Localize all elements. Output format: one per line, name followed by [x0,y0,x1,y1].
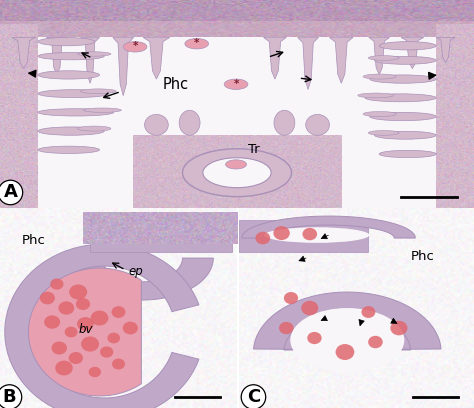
Ellipse shape [363,111,396,117]
Ellipse shape [379,42,436,50]
Circle shape [89,367,101,377]
Ellipse shape [81,89,116,94]
Circle shape [307,332,322,344]
Ellipse shape [370,112,436,121]
Polygon shape [298,38,319,89]
Ellipse shape [363,74,396,79]
Text: B: B [3,388,16,406]
Circle shape [123,322,138,335]
Circle shape [91,310,109,326]
Polygon shape [436,38,455,62]
Circle shape [55,361,73,375]
FancyBboxPatch shape [239,220,368,252]
Ellipse shape [38,53,104,60]
Polygon shape [264,38,286,79]
Ellipse shape [358,93,393,98]
Circle shape [77,317,93,331]
Ellipse shape [365,94,436,102]
Polygon shape [5,244,199,408]
Circle shape [69,284,87,299]
Ellipse shape [368,55,399,60]
Circle shape [284,292,298,304]
Circle shape [336,344,355,360]
Circle shape [52,341,67,355]
Circle shape [301,301,319,315]
Circle shape [302,228,317,240]
Ellipse shape [38,127,104,135]
Circle shape [111,306,126,318]
Ellipse shape [374,56,436,64]
Circle shape [182,149,292,197]
Circle shape [390,321,408,335]
Polygon shape [113,38,134,96]
Text: *: * [132,41,138,51]
Polygon shape [329,38,353,83]
Ellipse shape [370,75,436,83]
Polygon shape [369,38,390,75]
Polygon shape [71,258,213,300]
Circle shape [69,352,83,364]
Ellipse shape [290,308,404,372]
Circle shape [81,337,99,352]
Circle shape [203,158,271,188]
Circle shape [226,160,246,169]
Ellipse shape [274,110,295,135]
Circle shape [44,315,60,329]
Circle shape [108,333,120,344]
Ellipse shape [306,115,329,135]
Polygon shape [90,232,232,252]
Polygon shape [143,38,170,79]
Circle shape [112,359,125,370]
Ellipse shape [179,110,200,135]
Ellipse shape [78,126,111,131]
Circle shape [58,302,74,315]
Circle shape [50,278,64,290]
Text: Phc: Phc [162,78,189,93]
Polygon shape [242,216,415,238]
Ellipse shape [374,131,436,139]
Text: bv: bv [78,323,93,336]
Circle shape [40,292,55,304]
Text: A: A [3,184,18,202]
Circle shape [224,79,248,89]
Circle shape [368,336,383,348]
Circle shape [64,327,78,337]
Ellipse shape [38,90,109,98]
Text: *: * [194,38,200,48]
Text: Tr: Tr [248,143,259,156]
Circle shape [273,226,290,240]
Ellipse shape [38,109,114,116]
Circle shape [255,232,270,244]
Text: ep: ep [128,265,143,278]
Polygon shape [46,38,67,75]
Text: Phc: Phc [410,250,434,263]
Circle shape [76,298,90,310]
Ellipse shape [38,71,100,79]
Circle shape [123,42,147,52]
Polygon shape [254,292,441,350]
Ellipse shape [38,146,100,153]
Polygon shape [12,38,36,69]
Ellipse shape [78,52,111,56]
Ellipse shape [379,150,436,157]
Polygon shape [401,38,424,69]
Text: Phc: Phc [21,234,45,247]
Polygon shape [28,268,141,396]
Ellipse shape [83,108,121,112]
Polygon shape [81,38,100,83]
Text: C: C [247,388,260,406]
Circle shape [100,346,113,358]
Circle shape [362,306,375,318]
Ellipse shape [368,131,399,135]
Ellipse shape [38,38,95,46]
Circle shape [279,322,293,334]
Ellipse shape [264,227,369,243]
Ellipse shape [145,115,168,135]
Text: *: * [233,79,239,89]
Circle shape [185,38,209,49]
